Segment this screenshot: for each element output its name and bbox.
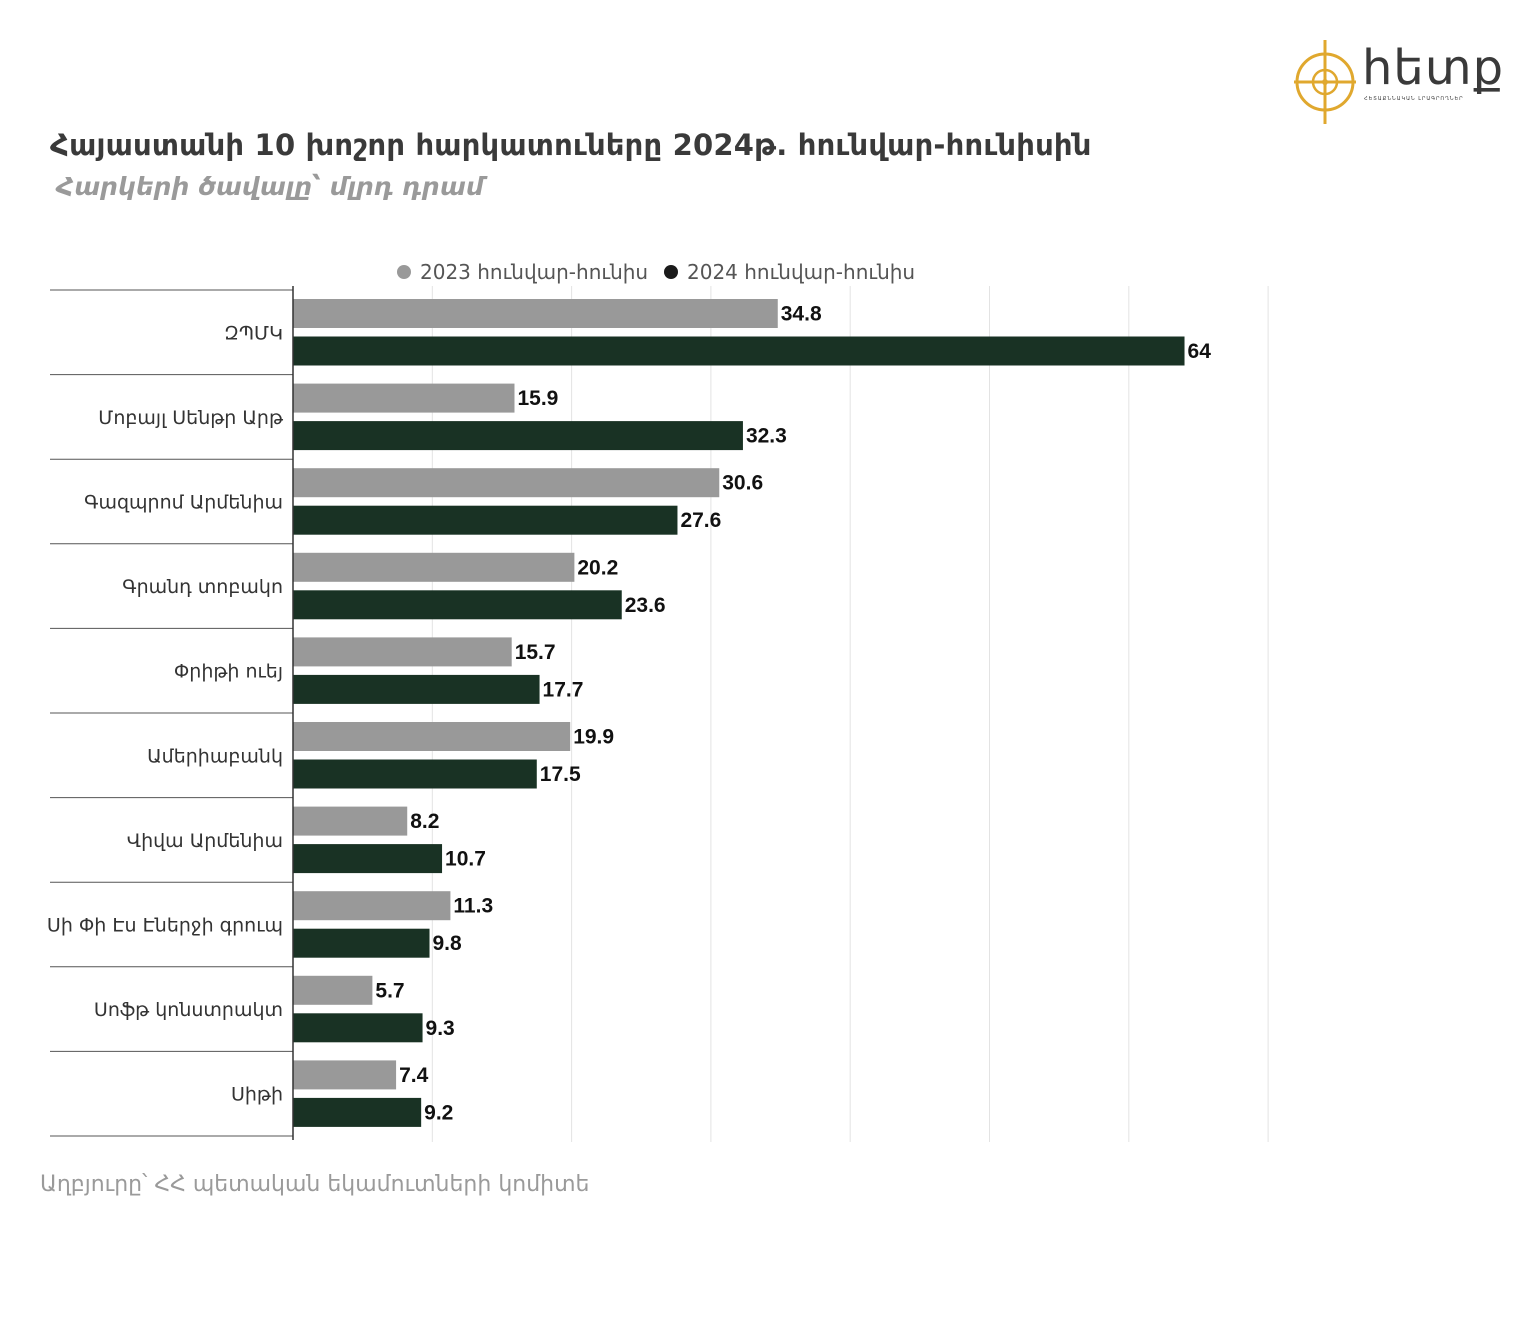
logo-wordmark: հետք [1362,40,1505,96]
category-label: Սի Փի Էս Էներջի գրուպ [47,915,283,937]
data-label: 9.3 [426,1017,455,1040]
legend-marker [397,265,411,279]
bar-2024 [293,336,1185,366]
bar-2024 [293,421,743,451]
data-label: 15.7 [515,641,556,664]
bar-2024 [293,928,430,958]
category-label: Գազպրոմ Արմենիա [84,492,283,514]
compass-logo-icon [1294,40,1356,124]
data-label: 7.4 [399,1064,429,1087]
chart-title: Հայաստանի 10 խոշոր հարկատուները 2024թ. հ… [50,128,1092,162]
data-label: 9.8 [433,932,463,955]
category-label: Սիթի [231,1084,283,1106]
data-label: 10.7 [445,848,486,871]
data-label: 30.6 [722,472,763,495]
brand-logo: հետք ՀԵՏԱՔՆՆԱԿԱՆ ԼՐԱԳՐՈՂՆԵՐ [1290,34,1505,129]
bar-2024 [293,1013,423,1043]
bar-2023 [293,806,408,836]
category-label: Սոֆթ կոնստրակտ [94,999,283,1021]
category-label: ԶՊՄԿ [224,322,283,344]
data-label: 19.9 [573,726,614,749]
data-label: 5.7 [375,979,404,1002]
legend-marker [664,265,678,279]
source-note: Աղբյուրը՝ ՀՀ պետական եկամուտների կոմիտե [40,1172,590,1197]
category-label: Մոբայլ Սենթր Արթ [98,407,284,429]
data-label: 11.3 [453,895,493,918]
data-label: 32.3 [746,425,787,448]
category-label: Փրիթի ուեյ [174,661,283,683]
legend-label: 2024 հունվար-հունիս [687,260,915,284]
data-label: 34.8 [781,303,822,326]
bar-2023 [293,552,575,582]
bar-2023 [293,468,720,498]
bar-2024 [293,1097,422,1127]
data-label: 8.2 [410,810,439,833]
bar-2024 [293,674,540,704]
bar-2023 [293,722,571,751]
data-label: 9.2 [424,1101,453,1124]
data-label: 23.6 [625,594,666,617]
bar-chart: 2023 հունվար-հունիս 2024 հունվար-հունիս ԶՊ… [47,260,1269,1142]
bar-2023 [293,891,451,921]
chart-subtitle: Հարկերի ծավալը՝ մլրդ դրամ [56,172,484,201]
data-label: 64 [1188,340,1212,363]
data-label: 17.5 [540,763,581,786]
logo-tagline: ՀԵՏԱՔՆՆԱԿԱՆ ԼՐԱԳՐՈՂՆԵՐ [1364,96,1464,102]
bar-2023 [293,299,778,328]
legend-label: 2023 հունվար-հունիս [420,260,648,284]
category-label: Վիվա Արմենիա [127,830,283,852]
data-label: 20.2 [577,556,618,579]
bar-2024 [293,844,443,874]
bar-2024 [293,505,678,535]
data-label: 15.9 [517,387,558,410]
bar-2023 [293,383,515,413]
bar-2023 [293,975,373,1005]
data-label: 17.7 [543,678,584,701]
bar-2023 [293,1060,397,1090]
category-label: Գրանդ տոբակո [122,576,283,598]
bar-2023 [293,637,512,667]
bar-2024 [293,759,537,789]
data-label: 27.6 [680,509,721,532]
bar-2024 [293,590,622,620]
category-label: Ամերիաբանկ [147,745,283,767]
